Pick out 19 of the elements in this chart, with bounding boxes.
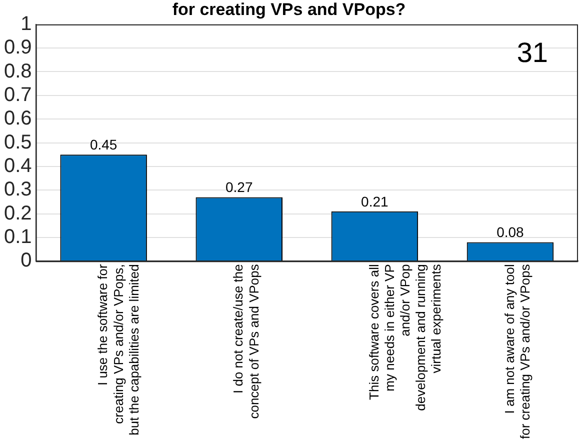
y-tick-label: 0.3 bbox=[4, 178, 32, 201]
x-tick-label: I use the software for creating VPs and/or VPops, but the capabilities are limited bbox=[95, 263, 142, 436]
y-tick-label: 0.5 bbox=[4, 131, 32, 154]
chart-title: for creating VPs and VPops? bbox=[172, 0, 406, 19]
annotation: 31 bbox=[516, 37, 548, 68]
y-tick-label: 0.1 bbox=[4, 226, 32, 248]
data-label: 0.21 bbox=[361, 193, 389, 210]
y-tick-label: 0.2 bbox=[4, 202, 32, 224]
y-tick-label: 0.4 bbox=[4, 154, 32, 177]
y-tick-label: 0.7 bbox=[4, 84, 32, 106]
y-tick-label: 0.6 bbox=[4, 108, 32, 130]
data-label: 0.08 bbox=[496, 224, 524, 240]
data-label: 0.45 bbox=[90, 136, 118, 152]
x-tick-label: This software covers all my needs in either VP and/or VPop development and running virtual experiments bbox=[366, 264, 444, 411]
y-tick-label: 0.9 bbox=[4, 36, 32, 59]
y-tick-label: 1 bbox=[20, 12, 32, 35]
y-tick-label: 0 bbox=[20, 250, 32, 272]
y-tick-label: 0.8 bbox=[4, 60, 32, 82]
data-label: 0.27 bbox=[226, 179, 253, 196]
